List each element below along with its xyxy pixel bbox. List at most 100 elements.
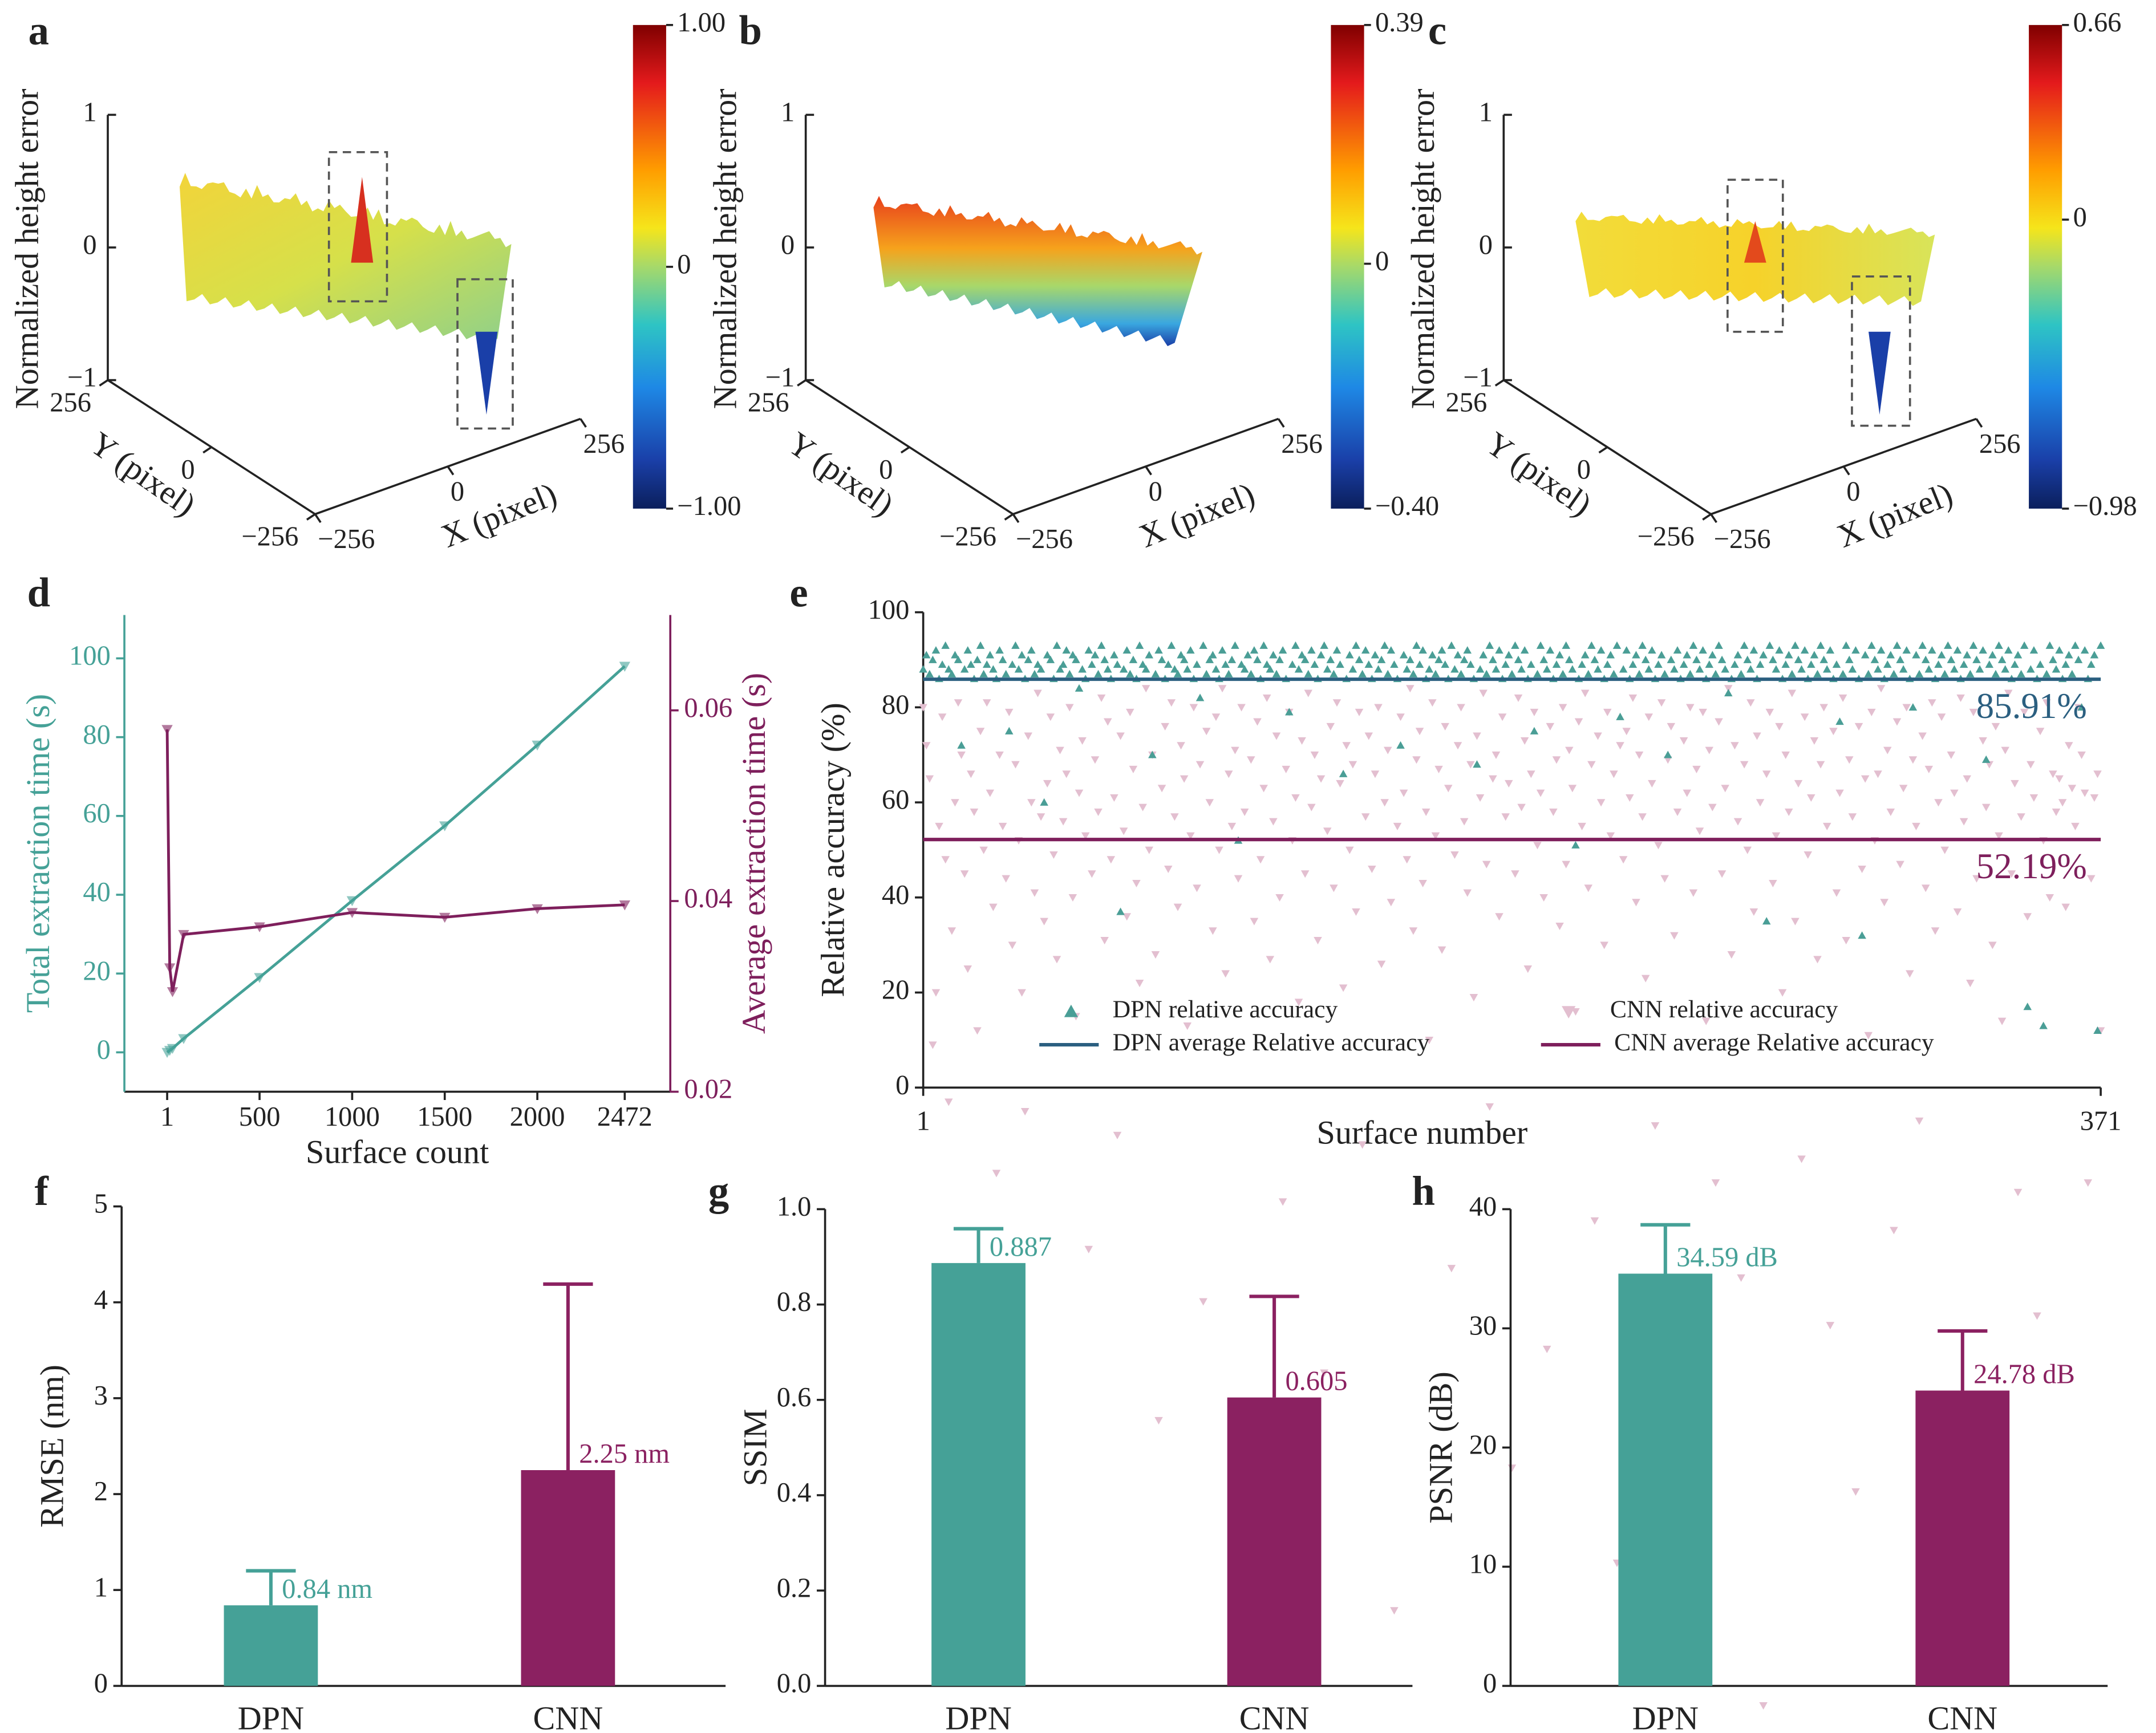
axis-title: Relative accuracy (%) [814, 703, 851, 997]
point [1406, 685, 1415, 693]
point [1628, 694, 1638, 702]
point [1870, 655, 1879, 663]
point [1304, 689, 1313, 697]
legend-marker [1562, 1006, 1576, 1019]
point [1794, 780, 1803, 788]
point [1877, 646, 1886, 654]
point [1530, 708, 1539, 716]
point [2020, 641, 2029, 649]
point [1953, 646, 1962, 654]
point [1425, 1037, 1434, 1045]
point [1314, 936, 1322, 945]
point [1816, 761, 1825, 769]
point [1476, 665, 1485, 673]
y-tick-label: 3 [94, 1381, 108, 1411]
point [922, 651, 931, 659]
point [1186, 646, 1195, 654]
x-tick [314, 513, 322, 523]
point [1892, 641, 1902, 649]
point [1237, 660, 1246, 668]
point [1463, 889, 1472, 897]
point [1874, 770, 1882, 778]
point [1959, 660, 1968, 668]
point [2096, 641, 2105, 649]
point [982, 660, 991, 668]
point [1387, 646, 1396, 654]
point [1842, 936, 1850, 945]
marker [532, 904, 543, 915]
point [1288, 660, 1297, 668]
panel-label: h [1412, 1168, 1435, 1214]
x-tick-label: 256 [1281, 429, 1323, 459]
point [1457, 669, 1465, 677]
point [1800, 646, 1809, 654]
point [1539, 655, 1548, 663]
value-label: 0.605 [1285, 1366, 1347, 1397]
point [1908, 756, 1918, 764]
surface-peak [351, 177, 374, 263]
point [2023, 1003, 2032, 1010]
point [1673, 646, 1682, 654]
point [1985, 660, 1994, 668]
point [1088, 870, 1096, 878]
z-tick-label: −1 [1463, 363, 1493, 393]
colorbar [1331, 25, 1364, 509]
y-tick-label: 0 [1483, 1669, 1497, 1699]
point [1247, 669, 1255, 677]
point [1135, 979, 1144, 988]
point [1285, 708, 1294, 716]
marker [532, 740, 543, 751]
y-tick-label: 40 [1469, 1192, 1497, 1222]
point [960, 870, 969, 878]
point [1562, 641, 1570, 649]
point [1262, 660, 1271, 668]
point [1380, 641, 1389, 649]
point [1377, 655, 1386, 663]
point [2042, 699, 2051, 707]
point [2007, 870, 2016, 878]
point [982, 699, 991, 707]
panel-label: b [739, 7, 762, 53]
marker [619, 900, 631, 911]
point [1995, 832, 2003, 840]
point [1571, 841, 1580, 849]
point [1231, 746, 1239, 754]
point [1415, 728, 1424, 736]
point [1578, 660, 1586, 668]
point [1336, 660, 1344, 668]
legend-label: DPN average Relative accuracy [1113, 1029, 1430, 1056]
point [1489, 655, 1497, 663]
point [1097, 694, 1106, 702]
point [1119, 827, 1128, 835]
point [2061, 903, 2070, 911]
point [1695, 665, 1704, 673]
point [995, 646, 1004, 654]
point [1769, 879, 1777, 888]
point [1717, 655, 1727, 663]
point [1132, 879, 1141, 888]
point [1756, 660, 1765, 668]
point [1482, 669, 1491, 677]
y-tick-label: 4 [94, 1285, 108, 1315]
point [1667, 655, 1676, 663]
point [1699, 708, 1707, 716]
point [1804, 851, 1813, 859]
point [944, 665, 953, 673]
point [1715, 718, 1723, 726]
point [1138, 803, 1147, 811]
point [1403, 856, 1411, 864]
x-tick [1012, 513, 1020, 523]
point [1590, 1217, 1599, 1225]
point [2017, 813, 2025, 821]
axis-title: Normalized height error [9, 88, 46, 409]
point [2036, 728, 2045, 736]
point [1867, 641, 1876, 649]
point [1320, 1369, 1328, 1377]
point [1838, 669, 1847, 677]
point [1224, 669, 1233, 677]
point [1348, 665, 1357, 673]
error-bar [1249, 1294, 1299, 1398]
average-label: 52.19% [1976, 846, 2087, 886]
y-tick-label: 0.04 [684, 883, 732, 914]
